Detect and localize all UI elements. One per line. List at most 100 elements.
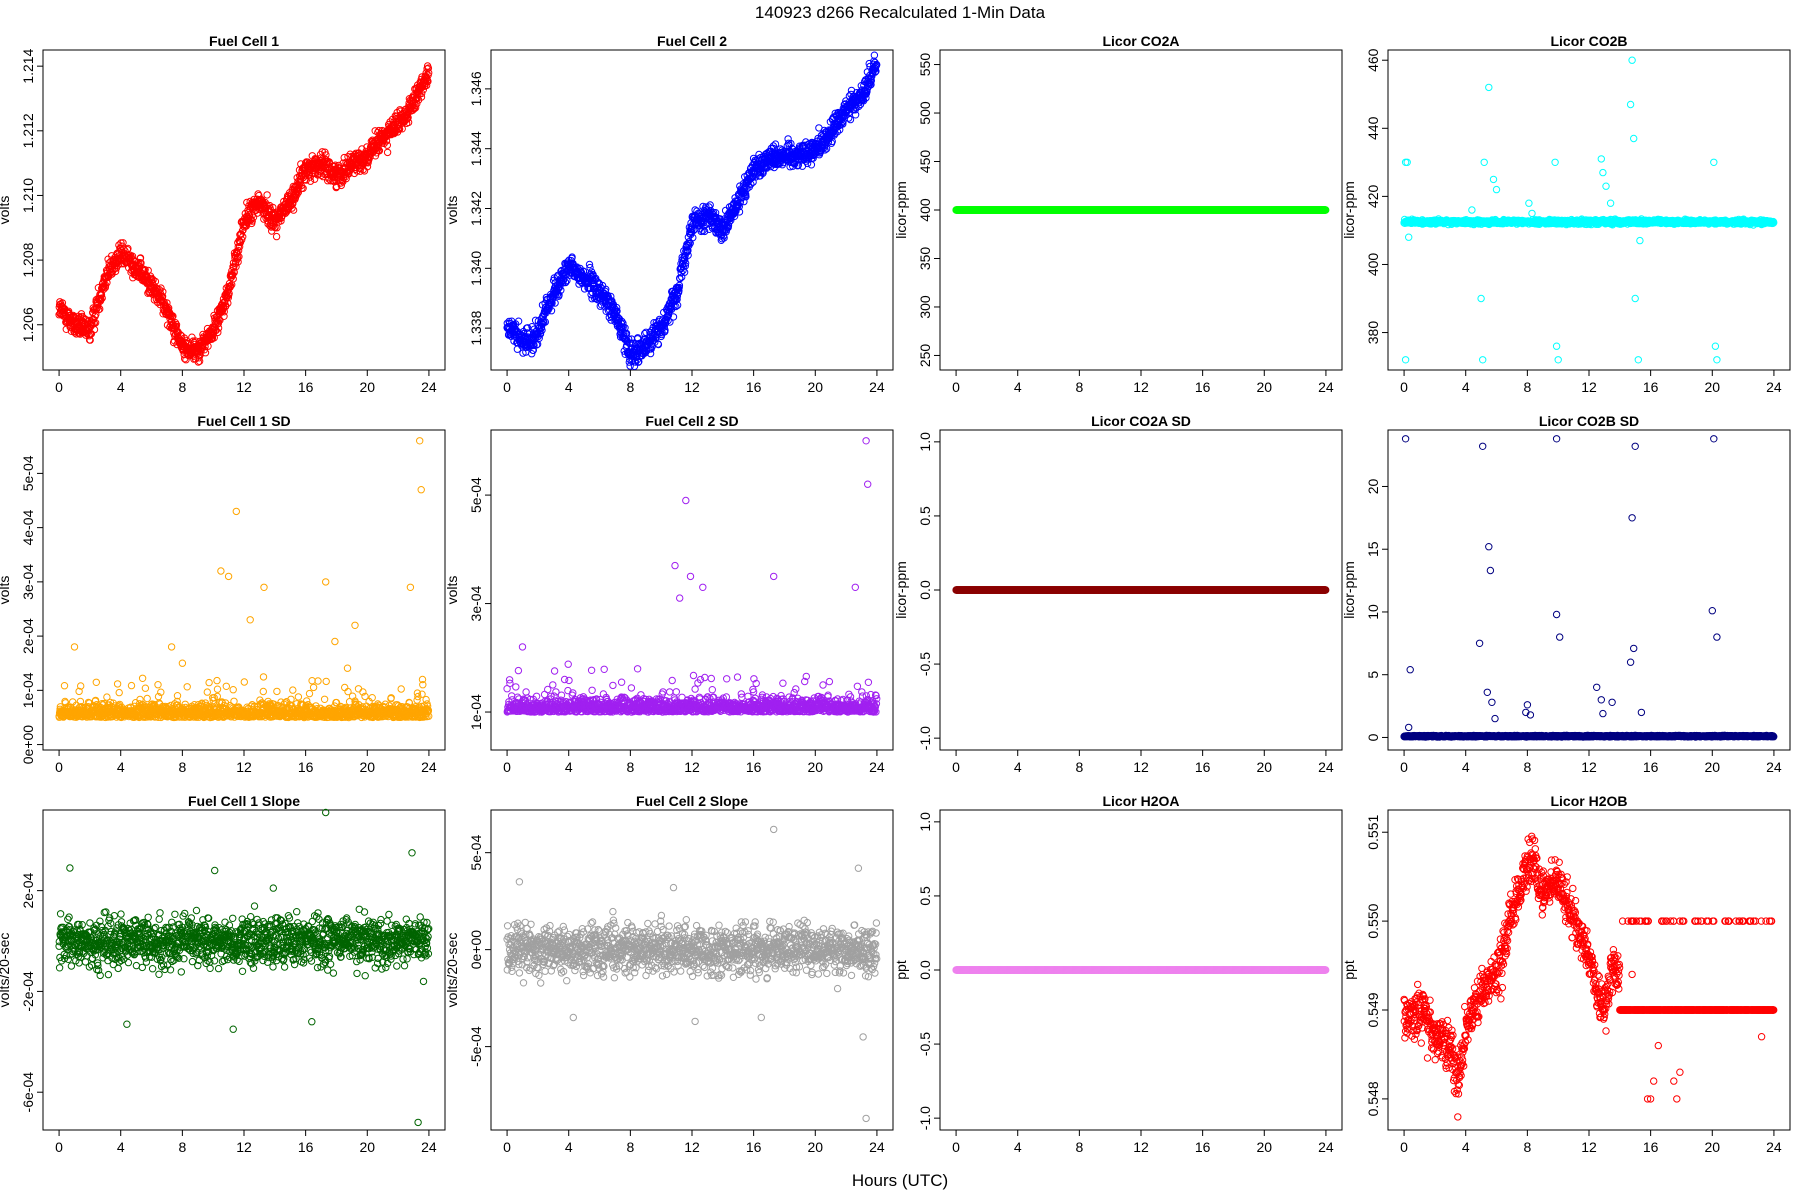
- figure-suptitle: 140923 d266 Recalculated 1-Min Data: [755, 3, 1046, 22]
- y-tick-label: 500: [917, 101, 933, 125]
- panel-title: Fuel Cell 2: [657, 33, 727, 49]
- y-tick-label: 250: [917, 344, 933, 368]
- y-tick-label: 1.210: [20, 178, 36, 213]
- x-tick-label: 0: [55, 379, 63, 395]
- x-tick-label: 24: [869, 379, 885, 395]
- x-tick-label: 20: [359, 379, 375, 395]
- data-point: [157, 284, 165, 292]
- y-tick-label: 1.340: [468, 251, 484, 286]
- y-tick-label: 380: [1365, 321, 1381, 345]
- x-tick-label: 12: [236, 379, 252, 395]
- y-tick-label: 550: [917, 53, 933, 77]
- data-point: [846, 115, 855, 124]
- y-tick-label: 1.206: [20, 307, 36, 342]
- data-point: [253, 195, 261, 203]
- data-point: [214, 328, 222, 337]
- figure-x-axis-label: Hours (UTC): [852, 1171, 948, 1190]
- series-points: [55, 62, 433, 366]
- data-point: [299, 184, 307, 193]
- data-point: [169, 312, 177, 320]
- x-tick-label: 24: [1766, 379, 1782, 395]
- data-point: [277, 217, 285, 225]
- x-tick-label: 20: [1256, 379, 1272, 395]
- x-tick-label: 20: [807, 379, 823, 395]
- x-tick-label: 24: [421, 379, 437, 395]
- data-point: [269, 203, 277, 212]
- data-point: [216, 316, 224, 324]
- y-tick-label: 350: [917, 247, 933, 271]
- data-point: [807, 161, 816, 169]
- data-point: [159, 288, 167, 296]
- data-point: [226, 282, 235, 290]
- data-point: [306, 177, 315, 185]
- y-tick-label: 400: [917, 198, 933, 222]
- data-point: [90, 325, 99, 334]
- x-tick-label: 16: [1643, 379, 1659, 395]
- data-point: [124, 244, 132, 253]
- series-points: [952, 206, 1330, 214]
- series-points: [1400, 56, 1778, 364]
- y-tick-label: 1.346: [468, 71, 484, 106]
- data-point: [220, 312, 228, 320]
- x-tick-label: 8: [178, 379, 186, 395]
- y-axis-label: volts: [444, 196, 460, 225]
- x-tick-label: 24: [1318, 379, 1334, 395]
- data-point: [249, 213, 258, 222]
- data-point: [214, 319, 223, 328]
- data-point: [94, 306, 103, 314]
- x-tick-label: 8: [1075, 379, 1083, 395]
- data-point: [235, 243, 244, 251]
- data-point: [136, 254, 145, 262]
- x-tick-label: 8: [1523, 379, 1531, 395]
- data-point: [238, 236, 246, 244]
- data-point: [870, 51, 879, 59]
- x-tick-label: 4: [1014, 379, 1022, 395]
- plot-frame: [42, 49, 446, 371]
- x-tick-label: 4: [117, 379, 125, 395]
- panel-title: Licor CO2A: [1102, 33, 1179, 49]
- data-point: [235, 253, 243, 261]
- data-point: [98, 294, 106, 302]
- y-tick-label: 1.338: [468, 310, 484, 345]
- data-point: [337, 181, 345, 190]
- x-tick-label: 0: [1400, 379, 1408, 395]
- x-tick-label: 8: [626, 379, 634, 395]
- y-tick-label: 1.212: [20, 113, 36, 148]
- data-point: [224, 294, 233, 302]
- data-point: [289, 206, 298, 214]
- series-points: [503, 51, 881, 370]
- y-axis-label: volts: [0, 196, 12, 225]
- data-point: [201, 349, 210, 357]
- x-tick-label: 4: [1462, 379, 1470, 395]
- y-tick-label: 300: [917, 295, 933, 319]
- data-point: [263, 191, 271, 199]
- plot-frame: [1387, 49, 1791, 371]
- data-point: [333, 182, 341, 191]
- x-tick-label: 16: [298, 379, 314, 395]
- y-tick-label: 440: [1365, 116, 1381, 140]
- data-point: [85, 332, 94, 340]
- x-tick-label: 0: [503, 379, 511, 395]
- data-point: [96, 305, 104, 313]
- x-tick-label: 4: [565, 379, 573, 395]
- y-tick-label: 460: [1365, 48, 1381, 72]
- data-point: [288, 204, 296, 212]
- y-axis-label: licor-ppm: [893, 181, 909, 239]
- x-tick-label: 12: [684, 379, 700, 395]
- y-tick-label: 1.214: [20, 48, 36, 83]
- y-tick-label: 1.342: [468, 191, 484, 226]
- data-point: [224, 299, 232, 307]
- y-tick-label: 400: [1365, 253, 1381, 277]
- y-axis-label: licor-ppm: [1341, 181, 1357, 239]
- data-point: [214, 324, 223, 332]
- x-tick-label: 16: [1195, 379, 1211, 395]
- data-point: [212, 326, 220, 335]
- x-tick-label: 0: [952, 379, 960, 395]
- data-point: [156, 300, 164, 309]
